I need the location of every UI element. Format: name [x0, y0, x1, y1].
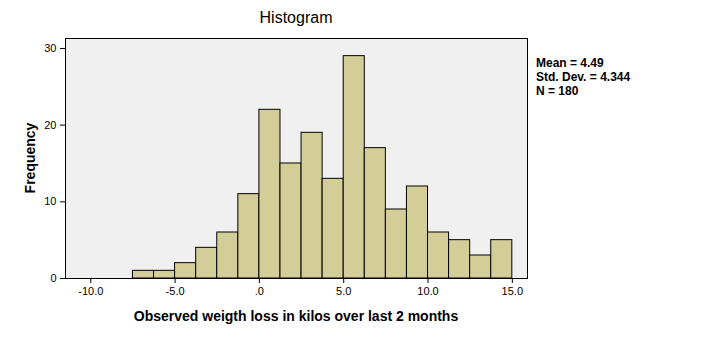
html-text:Frequency: Frequency [22, 122, 38, 194]
html-text:N = 180: N = 180 [536, 84, 579, 98]
svg-text:0: 0 [50, 272, 56, 284]
svg-text:30: 30 [44, 42, 56, 54]
svg-text:.0: .0 [255, 285, 264, 297]
svg-text:10: 10 [44, 195, 56, 207]
html-text:Mean = 4.49: Mean = 4.49 [536, 56, 604, 70]
html-text:Histogram: Histogram [259, 9, 333, 26]
svg-text:10.0: 10.0 [417, 285, 438, 297]
svg-text:15.0: 15.0 [502, 285, 523, 297]
html-text:Observed weigth loss in kilos: Observed weigth loss in kilos over last … [133, 308, 459, 324]
html-text:Std. Dev. = 4.344: Std. Dev. = 4.344 [536, 70, 631, 84]
svg-text:5.0: 5.0 [336, 285, 351, 297]
svg-text:-5.0: -5.0 [166, 285, 185, 297]
svg-text:-10.0: -10.0 [78, 285, 103, 297]
svg-text:20: 20 [44, 119, 56, 131]
